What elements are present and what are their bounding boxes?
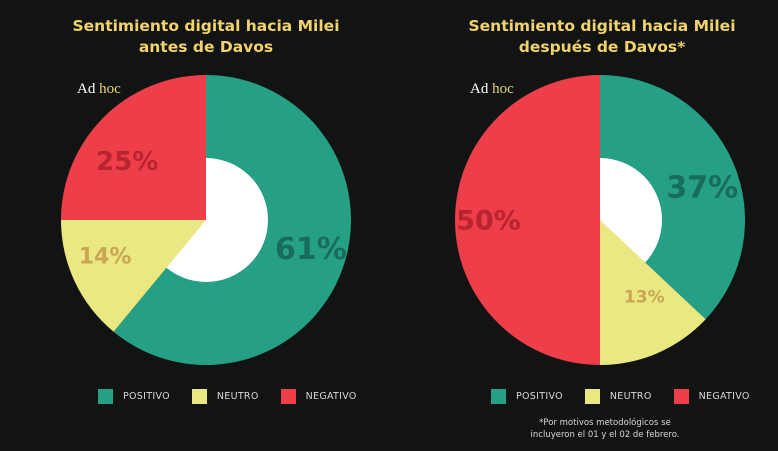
legend-item-positivo: POSITIVO xyxy=(491,389,563,404)
footnote-line1: *Por motivos metodológicos se xyxy=(539,418,671,428)
swatch-neutro xyxy=(191,389,207,404)
slice-negativo xyxy=(455,75,600,365)
swatch-positivo xyxy=(491,389,506,404)
logo-part1: Ad xyxy=(77,81,96,97)
title-line2: después de Davos* xyxy=(518,38,686,56)
legend-label: NEUTRO xyxy=(216,391,259,402)
adhoc-logo: Ad hoc xyxy=(470,81,514,98)
data-label-neutro: 14% xyxy=(79,244,132,269)
swatch-negativo xyxy=(673,389,689,404)
title-line1: Sentimiento digital hacia Milei xyxy=(468,17,736,35)
swatch-negativo xyxy=(280,389,296,404)
legend-item-negativo: NEGATIVO xyxy=(673,389,750,404)
slice-neutro xyxy=(600,220,706,365)
legend-item-positivo: POSITIVO xyxy=(98,389,170,404)
legend-before: POSITIVO NEUTRO NEGATIVO xyxy=(98,389,379,404)
chart-title-after: Sentimiento digital hacia Milei después … xyxy=(452,16,752,58)
slice-positivo xyxy=(600,75,745,320)
footnote-line2: incluyeron el 01 y el 02 de febrero. xyxy=(530,430,680,440)
logo-part2: hoc xyxy=(99,81,121,97)
slice-negativo xyxy=(61,75,206,220)
data-label-positivo: 37% xyxy=(666,170,738,205)
data-label-positivo: 61% xyxy=(275,232,347,267)
legend-label: POSITIVO xyxy=(516,391,563,402)
legend-label: NEGATIVO xyxy=(305,391,357,402)
legend-label: NEGATIVO xyxy=(698,391,750,402)
swatch-neutro xyxy=(584,389,600,404)
slice-neutro xyxy=(60,220,206,332)
adhoc-logo: Ad hoc xyxy=(77,81,121,98)
logo-part2: hoc xyxy=(492,81,514,97)
logo-part1: Ad xyxy=(470,81,489,97)
legend-item-neutro: NEUTRO xyxy=(191,389,259,404)
chart-title-before: Sentimiento digital hacia Milei antes de… xyxy=(56,16,356,58)
data-label-neutro: 13% xyxy=(624,288,665,308)
footnote: *Por motivos metodológicos se incluyeron… xyxy=(480,417,730,441)
legend-label: NEUTRO xyxy=(609,391,652,402)
title-line2: antes de Davos xyxy=(138,38,274,56)
data-label-negativo: 25% xyxy=(96,147,158,177)
legend-item-neutro: NEUTRO xyxy=(584,389,652,404)
title-line1: Sentimiento digital hacia Milei xyxy=(72,17,340,35)
legend-after: POSITIVO NEUTRO NEGATIVO xyxy=(491,389,772,404)
legend-label: POSITIVO xyxy=(123,391,170,402)
data-label-negativo: 50% xyxy=(456,205,521,236)
swatch-positivo xyxy=(98,389,113,404)
legend-item-negativo: NEGATIVO xyxy=(280,389,357,404)
